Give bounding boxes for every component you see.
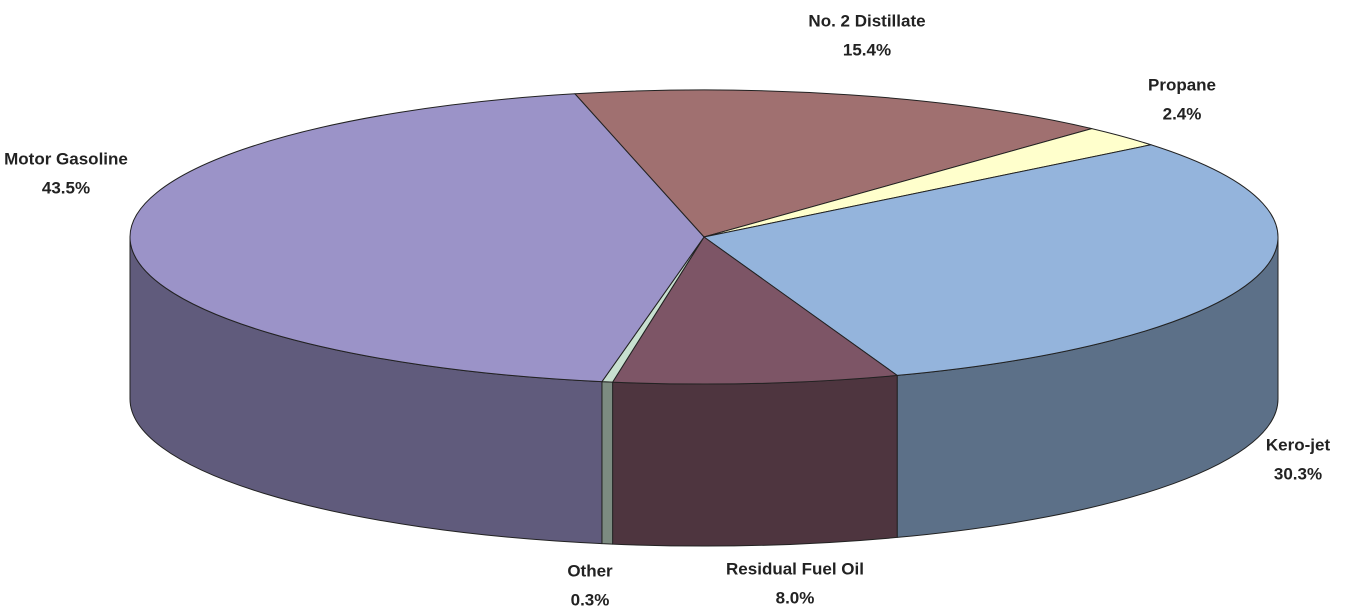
slice-label: Propane — [1148, 75, 1216, 94]
slice-value-label: 30.3% — [1274, 464, 1322, 483]
slice — [129, 93, 705, 383]
slice-value-label: 43.5% — [42, 178, 90, 197]
slice — [574, 89, 1093, 238]
slice-label: Residual Fuel Oil — [726, 559, 864, 578]
slice-label: Other — [567, 561, 613, 580]
sides — [129, 236, 1279, 547]
slice-label: Kero-jet — [1266, 435, 1331, 454]
slice-side — [612, 374, 898, 547]
slice-value-label: 2.4% — [1163, 104, 1202, 123]
slice-label: Motor Gasoline — [4, 149, 128, 168]
slice-value-label: 8.0% — [776, 588, 815, 607]
slice-label: No. 2 Distillate — [808, 11, 925, 30]
slice-value-label: 15.4% — [843, 40, 891, 59]
slice — [612, 236, 898, 385]
tops — [129, 89, 1279, 385]
slice — [703, 144, 1279, 376]
slice-side — [601, 381, 614, 545]
slice-value-label: 0.3% — [571, 590, 610, 607]
